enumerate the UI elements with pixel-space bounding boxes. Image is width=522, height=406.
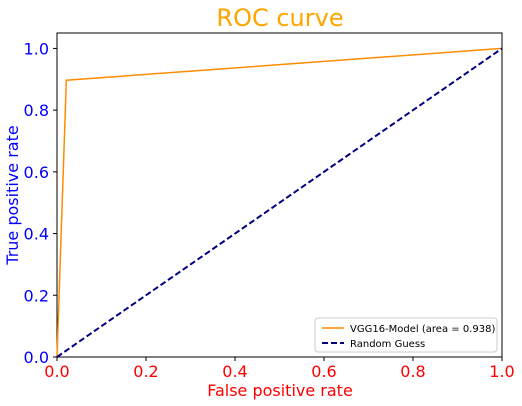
- legend-label-roc: VGG16-Model (area = 0.938): [350, 324, 495, 335]
- series-layer: [56, 47, 503, 358]
- x-axis-label: False positive rate: [207, 381, 353, 400]
- y-tick-label: 0.0: [24, 348, 49, 367]
- x-tick-label: 0.0: [44, 362, 69, 381]
- plot-area: [56, 32, 503, 358]
- legend-label-random: Random Guess: [350, 339, 425, 350]
- x-axis-ticks: 0.0 0.2 0.4 0.6 0.8 1.0: [44, 357, 515, 381]
- plot-frame: [56, 32, 503, 358]
- legend-box: [314, 317, 498, 353]
- chart-title: ROC curve: [216, 4, 343, 32]
- y-axis-label: True positive rate: [3, 125, 22, 265]
- x-tick-label: 1.0: [489, 362, 514, 381]
- y-tick-label: 0.6: [24, 163, 49, 182]
- x-tick-label: 0.6: [311, 362, 336, 381]
- random-guess-line: [56, 47, 503, 358]
- roc-curve-line: [56, 47, 503, 358]
- y-tick-label: 0.8: [24, 101, 49, 120]
- x-tick-label: 0.4: [222, 362, 247, 381]
- y-axis-ticks: 0.0 0.2 0.4 0.6 0.8 1.0: [24, 39, 57, 367]
- y-tick-label: 0.4: [24, 225, 49, 244]
- x-tick-label: 0.8: [400, 362, 425, 381]
- y-tick-label: 0.2: [24, 286, 49, 305]
- x-tick-label: 0.2: [133, 362, 158, 381]
- legend: VGG16-Model (area = 0.938) Random Guess: [314, 317, 498, 353]
- y-tick-label: 1.0: [24, 39, 49, 58]
